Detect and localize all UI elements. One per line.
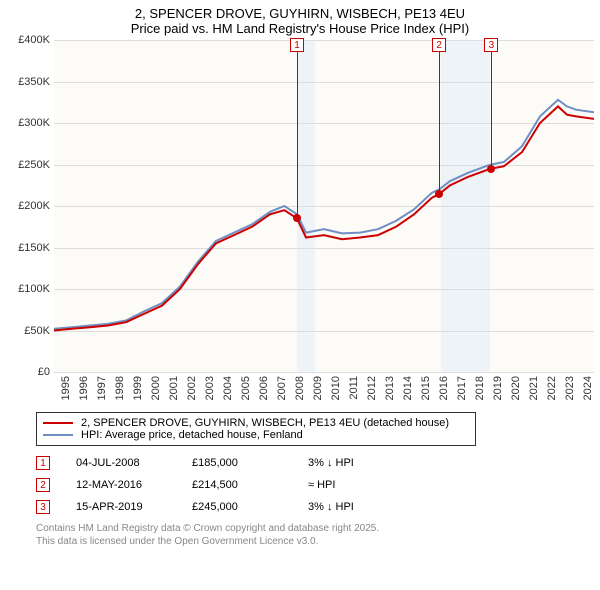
x-axis-label: 2013	[384, 376, 396, 400]
y-axis-label: £100K	[6, 283, 50, 295]
x-axis-label: 2015	[420, 376, 432, 400]
x-axis-label: 2001	[168, 376, 180, 400]
y-axis-label: £350K	[6, 76, 50, 88]
sale-trend: ≈ HPI	[308, 479, 408, 491]
sale-point-marker	[435, 190, 443, 198]
y-axis-label: £400K	[6, 34, 50, 46]
x-axis-label: 1998	[114, 376, 126, 400]
x-axis-label: 2024	[582, 376, 594, 400]
y-axis-label: £200K	[6, 200, 50, 212]
x-axis-label: 2011	[348, 376, 360, 400]
annotation-marker: 3	[484, 38, 498, 52]
y-axis-label: £50K	[6, 325, 50, 337]
x-axis-label: 2020	[510, 376, 522, 400]
chart-legend: 2, SPENCER DROVE, GUYHIRN, WISBECH, PE13…	[36, 412, 476, 446]
annotation-line	[297, 52, 298, 218]
sale-date: 15-APR-2019	[76, 501, 166, 513]
x-axis-label: 2000	[150, 376, 162, 400]
x-axis-label: 2007	[276, 376, 288, 400]
x-axis-label: 2008	[294, 376, 306, 400]
chart-plot-area: £0£50K£100K£150K£200K£250K£300K£350K£400…	[54, 40, 594, 372]
y-axis-label: £150K	[6, 242, 50, 254]
table-row: 1 04-JUL-2008 £185,000 3% ↓ HPI	[36, 456, 594, 470]
legend-label: HPI: Average price, detached house, Fenl…	[81, 429, 303, 441]
x-axis-label: 2023	[564, 376, 576, 400]
x-axis-label: 2017	[456, 376, 468, 400]
legend-swatch	[43, 434, 73, 436]
x-axis-label: 1997	[96, 376, 108, 400]
legend-item: HPI: Average price, detached house, Fenl…	[43, 429, 469, 441]
gridline	[54, 372, 594, 373]
sale-date: 12-MAY-2016	[76, 479, 166, 491]
sale-index-marker: 3	[36, 500, 50, 514]
sales-table: 1 04-JUL-2008 £185,000 3% ↓ HPI 2 12-MAY-2016…	[36, 456, 594, 514]
legend-label: 2, SPENCER DROVE, GUYHIRN, WISBECH, PE13…	[81, 417, 449, 429]
sale-point-marker	[293, 214, 301, 222]
legend-swatch	[43, 422, 73, 424]
sale-price: £245,000	[192, 501, 282, 513]
x-axis-label: 1996	[78, 376, 90, 400]
title-address: 2, SPENCER DROVE, GUYHIRN, WISBECH, PE13…	[6, 6, 594, 21]
chart-lines	[54, 40, 594, 372]
sale-trend: 3% ↓ HPI	[308, 501, 408, 513]
x-axis-label: 2014	[402, 376, 414, 400]
sale-point-marker	[487, 165, 495, 173]
annotation-line	[439, 52, 440, 194]
series-hpi	[54, 100, 594, 329]
x-axis-label: 2012	[366, 376, 378, 400]
x-axis-label: 2018	[474, 376, 486, 400]
table-row: 2 12-MAY-2016 £214,500 ≈ HPI	[36, 478, 594, 492]
x-axis-label: 2016	[438, 376, 450, 400]
y-axis-label: £300K	[6, 117, 50, 129]
chart-title: 2, SPENCER DROVE, GUYHIRN, WISBECH, PE13…	[6, 6, 594, 36]
x-axis-label: 1999	[132, 376, 144, 400]
attribution-text: Contains HM Land Registry data © Crown c…	[36, 522, 594, 548]
x-axis-label: 2003	[204, 376, 216, 400]
sale-price: £185,000	[192, 457, 282, 469]
sale-price: £214,500	[192, 479, 282, 491]
attribution-line2: This data is licensed under the Open Gov…	[36, 535, 594, 548]
y-axis-label: £0	[6, 366, 50, 378]
x-axis-label: 2010	[330, 376, 342, 400]
x-axis-label: 2006	[258, 376, 270, 400]
attribution-line1: Contains HM Land Registry data © Crown c…	[36, 522, 594, 535]
annotation-marker: 1	[290, 38, 304, 52]
x-axis-label: 2004	[222, 376, 234, 400]
sale-trend: 3% ↓ HPI	[308, 457, 408, 469]
annotation-line	[491, 52, 492, 169]
sale-date: 04-JUL-2008	[76, 457, 166, 469]
series-price_paid	[54, 106, 594, 330]
sale-index-marker: 2	[36, 478, 50, 492]
x-axis-label: 2022	[546, 376, 558, 400]
table-row: 3 15-APR-2019 £245,000 3% ↓ HPI	[36, 500, 594, 514]
y-axis-label: £250K	[6, 159, 50, 171]
x-axis-label: 2009	[312, 376, 324, 400]
legend-item: 2, SPENCER DROVE, GUYHIRN, WISBECH, PE13…	[43, 417, 469, 429]
title-subtitle: Price paid vs. HM Land Registry's House …	[6, 21, 594, 36]
x-axis-label: 2019	[492, 376, 504, 400]
x-axis-label: 2002	[186, 376, 198, 400]
x-axis-label: 2021	[528, 376, 540, 400]
x-axis-label: 1995	[60, 376, 72, 400]
x-axis-label: 2005	[240, 376, 252, 400]
sale-index-marker: 1	[36, 456, 50, 470]
annotation-marker: 2	[432, 38, 446, 52]
